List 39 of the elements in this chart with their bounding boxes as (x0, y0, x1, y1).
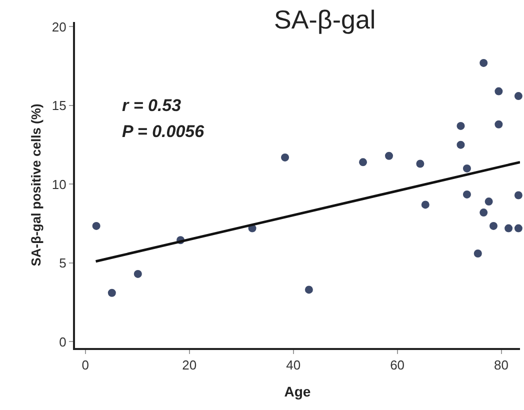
point (494, 120, 503, 128)
point (385, 152, 393, 160)
x-tick-label: 60 (390, 358, 405, 373)
point (421, 200, 430, 209)
point (416, 160, 424, 168)
y-tick-label: 10 (52, 176, 66, 192)
y-axis-title: SA-β-gal positive cells (%) (28, 104, 44, 266)
point (494, 87, 503, 96)
annotation: P = 0.0056 (122, 122, 205, 141)
y-tick-label: 0 (59, 334, 66, 350)
x-tick-label: 20 (182, 358, 197, 373)
point (92, 222, 100, 230)
point (108, 288, 116, 297)
point (480, 58, 488, 67)
x-axis-title: Age (284, 383, 311, 400)
point (304, 286, 313, 294)
point (474, 250, 482, 258)
point (480, 208, 488, 217)
point (462, 190, 471, 198)
x-tick-label: 40 (286, 358, 301, 373)
point (456, 140, 465, 149)
x-tick-label: 0 (82, 358, 90, 373)
point (484, 198, 493, 206)
point (134, 270, 142, 278)
point (514, 191, 522, 200)
chart-title: SA-β-gal (274, 4, 376, 34)
y-tick-label: 5 (59, 256, 66, 271)
point (359, 158, 367, 166)
point (514, 92, 522, 100)
point (462, 164, 471, 172)
y-tick-label: 20 (52, 19, 66, 34)
point (281, 153, 290, 162)
point (456, 122, 465, 130)
point (489, 222, 498, 230)
annotation: r = 0.53 (122, 96, 182, 115)
x-tick-label: 80 (494, 358, 509, 373)
point (504, 224, 513, 232)
y-tick-label: 15 (52, 98, 66, 114)
point (514, 224, 522, 232)
